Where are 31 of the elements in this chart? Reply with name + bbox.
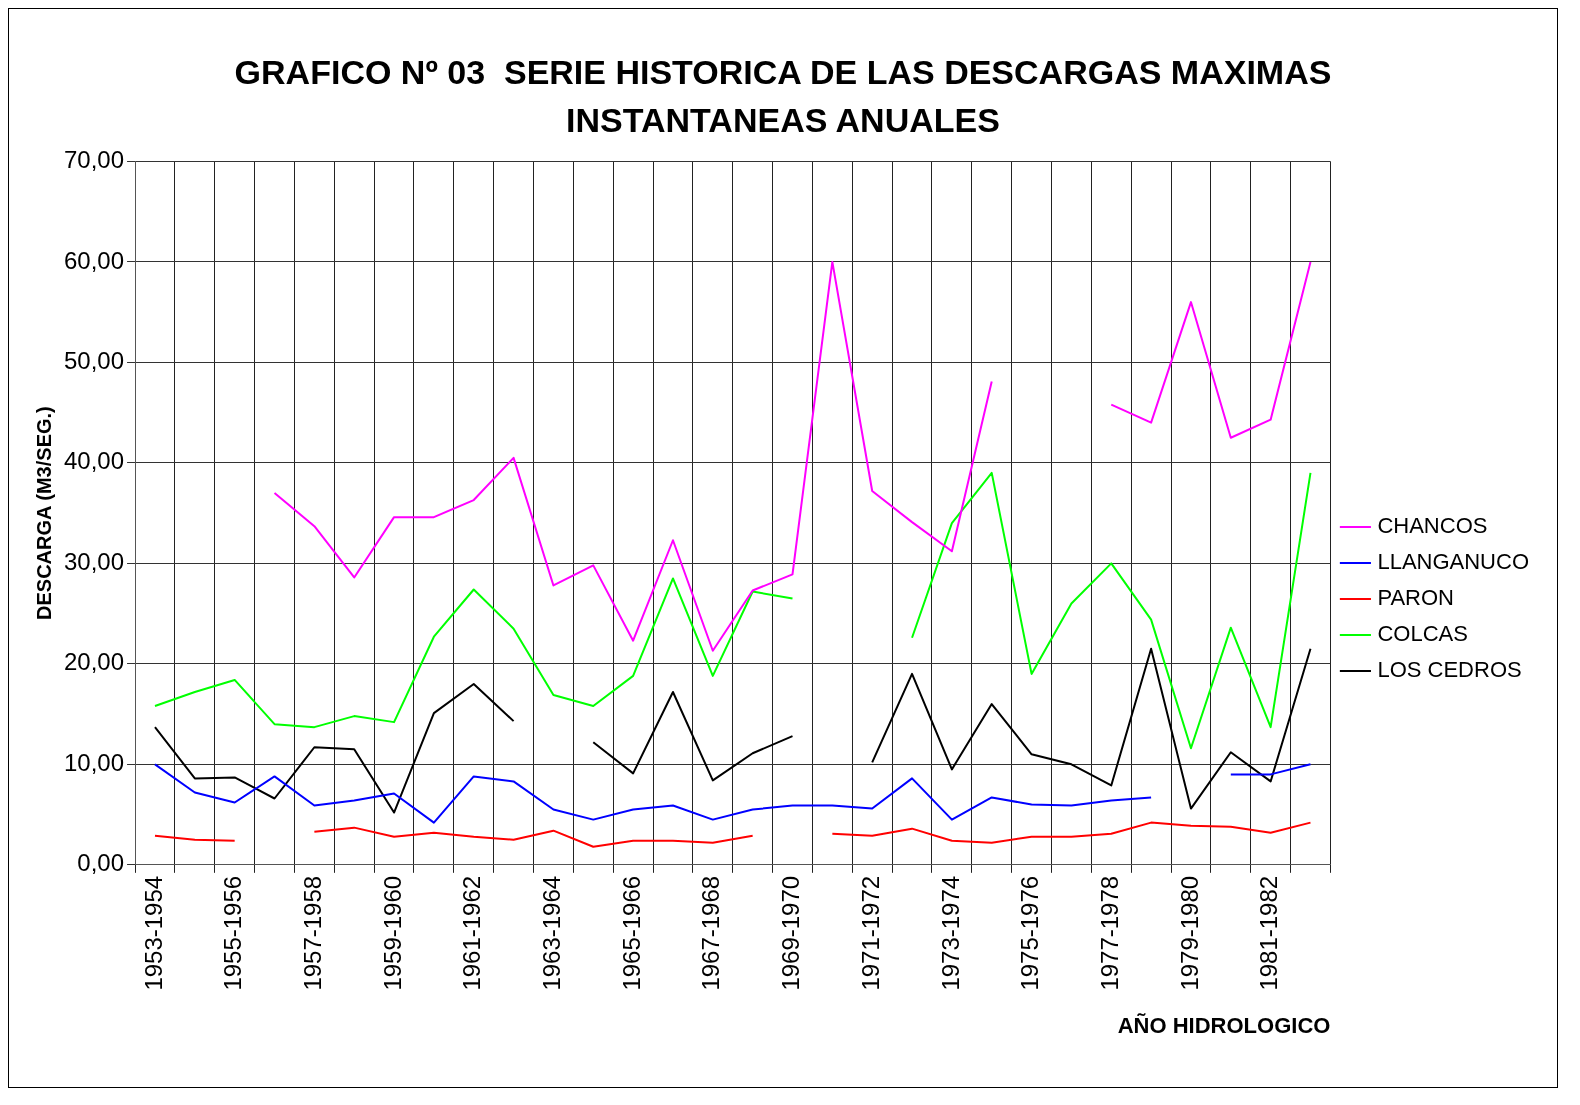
x-axis-title: AÑO HIDROLOGICO	[1117, 1013, 1331, 1039]
x-tick-label: 1963-1964	[538, 876, 566, 991]
y-tick-label: 0,00	[77, 849, 125, 877]
y-axis-title: DESCARGA (M3/SEG.)	[32, 406, 55, 621]
legend-label: PARON	[1377, 585, 1455, 611]
x-tick-label: 1959-1960	[378, 876, 406, 991]
chart-title: GRAFICO Nº 03 SERIE HISTORICA DE LAS DESCARGAS MAXIMAS INSTANTANEAS ANUALES	[233, 52, 1333, 141]
x-tick-label: 1981-1982	[1255, 876, 1283, 991]
x-tick-label: 1955-1956	[219, 876, 247, 991]
y-tick-label: 50,00	[64, 347, 125, 375]
legend-label: COLCAS	[1377, 621, 1468, 647]
x-tick-label: 1977-1978	[1095, 876, 1123, 991]
y-tick-label: 40,00	[64, 447, 125, 475]
x-tick-label: 1967-1968	[697, 876, 725, 991]
y-tick-label: 20,00	[64, 648, 125, 676]
x-tick-label: 1961-1962	[458, 876, 486, 991]
x-tick-label: 1975-1976	[1016, 876, 1044, 991]
x-tick-label: 1965-1966	[617, 876, 645, 991]
x-tick-label: 1979-1980	[1175, 876, 1203, 991]
y-tick-label: 30,00	[64, 548, 125, 576]
x-tick-label: 1973-1974	[936, 876, 964, 991]
legend-label: CHANCOS	[1377, 513, 1488, 539]
x-tick-label: 1971-1972	[856, 876, 884, 991]
y-tick-label: 70,00	[64, 146, 125, 174]
y-tick-label: 60,00	[64, 246, 125, 274]
x-tick-label: 1969-1970	[777, 876, 805, 991]
legend-label: LLANGANUCO	[1377, 549, 1529, 575]
y-tick-label: 10,00	[64, 749, 125, 777]
x-tick-label: 1957-1958	[298, 876, 326, 991]
x-tick-label: 1953-1954	[139, 876, 167, 991]
legend-label: LOS CEDROS	[1377, 657, 1522, 683]
